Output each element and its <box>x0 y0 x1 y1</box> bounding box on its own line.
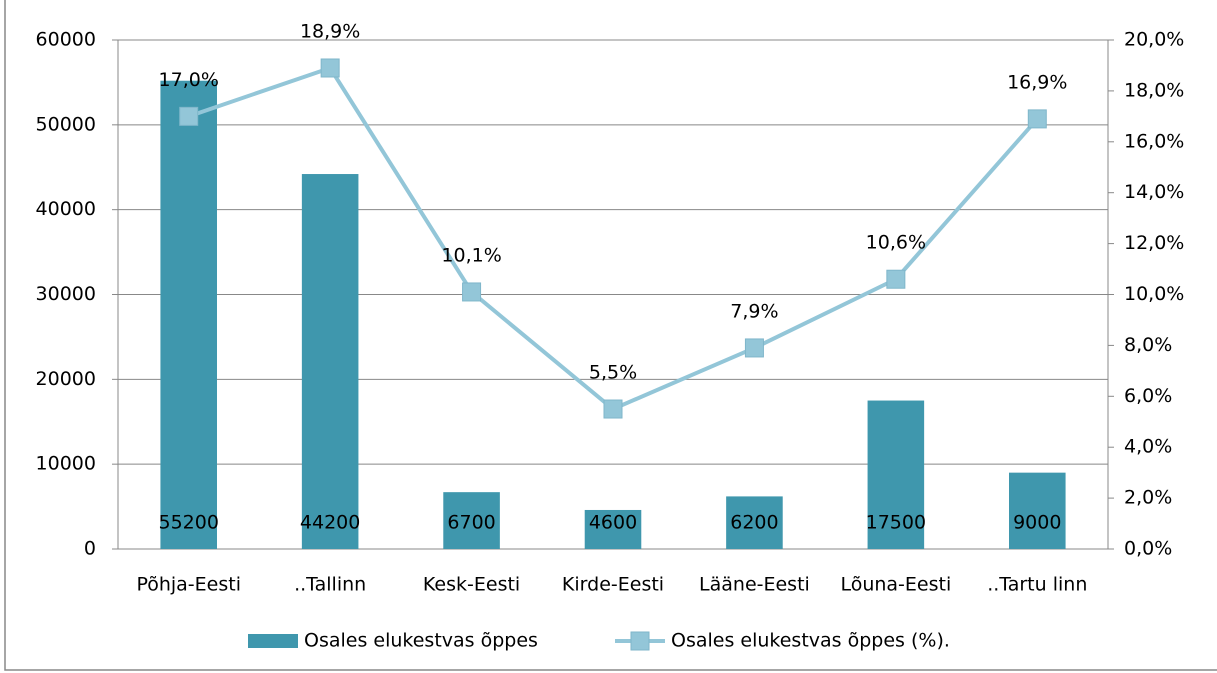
bar <box>160 80 217 549</box>
bar <box>301 174 359 549</box>
bar <box>1009 472 1066 549</box>
line-marker <box>462 282 482 302</box>
x-tick-label: ..Tartu linn <box>987 574 1087 596</box>
line-value-label: 18,9% <box>300 20 360 42</box>
y2-tick-label: 18,0% <box>1124 79 1184 101</box>
bar <box>726 496 783 549</box>
bar <box>443 492 500 549</box>
line-value-label: 17,0% <box>159 69 219 91</box>
x-tick-label: ..Tallinn <box>294 574 366 596</box>
bar <box>584 509 642 549</box>
y2-tick-label: 8,0% <box>1124 334 1172 356</box>
line-marker <box>1027 109 1047 129</box>
legend-label: Osales elukestvas õppes <box>304 630 538 652</box>
line-marker <box>320 58 340 78</box>
y2-tick-label: 4,0% <box>1124 436 1172 458</box>
y2-tick-label: 2,0% <box>1124 487 1172 509</box>
line-value-label: 10,6% <box>866 232 926 254</box>
y-tick-label: 60000 <box>36 29 96 51</box>
line-value-label: 16,9% <box>1007 71 1067 93</box>
y2-tick-label: 12,0% <box>1124 232 1184 254</box>
line-value-label: 5,5% <box>589 362 637 384</box>
y2-tick-label: 0,0% <box>1124 538 1172 560</box>
y2-tick-label: 14,0% <box>1124 181 1184 203</box>
y-tick-label: 50000 <box>36 113 96 135</box>
y-tick-label: 0 <box>84 538 96 560</box>
y2-tick-label: 10,0% <box>1124 283 1184 305</box>
legend-label: Osales elukestvas õppes (%). <box>671 630 950 652</box>
y-tick-label: 20000 <box>36 368 96 390</box>
bar-value-label: 17500 <box>866 512 926 534</box>
line-value-label: 10,1% <box>441 244 501 266</box>
legend-swatch <box>248 634 298 648</box>
y-tick-label: 30000 <box>36 283 96 305</box>
x-tick-label: Põhja-Eesti <box>136 574 241 596</box>
y2-tick-label: 6,0% <box>1124 385 1172 407</box>
bar-value-label: 9000 <box>1013 512 1061 534</box>
x-tick-label: Lõuna-Eesti <box>840 574 951 596</box>
y2-tick-label: 20,0% <box>1124 29 1184 51</box>
x-tick-label: Kirde-Eesti <box>562 574 664 596</box>
bar-value-label: 55200 <box>158 512 218 534</box>
y2-tick-label: 16,0% <box>1124 130 1184 152</box>
y-tick-label: 10000 <box>36 453 96 475</box>
line-marker <box>744 338 764 358</box>
chart-border <box>4 0 1217 671</box>
x-tick-label: Lääne-Eesti <box>699 574 810 596</box>
x-tick-label: Kesk-Eesti <box>423 574 520 596</box>
line-marker <box>179 106 199 126</box>
line-value-label: 7,9% <box>730 300 778 322</box>
line-marker <box>886 269 906 289</box>
y-tick-label: 40000 <box>36 198 96 220</box>
bar-value-label: 6200 <box>730 512 778 534</box>
line-marker <box>603 399 623 419</box>
bar <box>867 400 925 549</box>
bar-value-label: 6700 <box>447 512 495 534</box>
bar-value-label: 44200 <box>300 512 360 534</box>
legend-swatch <box>630 631 650 651</box>
bar-value-label: 4600 <box>589 512 637 534</box>
